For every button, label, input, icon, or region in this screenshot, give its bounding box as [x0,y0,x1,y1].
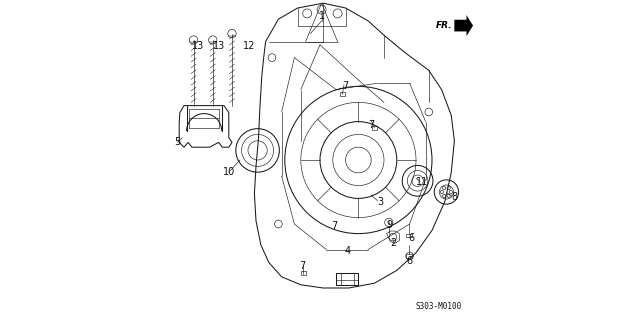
Text: 6: 6 [406,256,413,266]
Text: 8: 8 [451,192,458,202]
Text: 7: 7 [368,120,374,130]
Text: 6: 6 [408,233,414,244]
Text: 4: 4 [344,246,350,256]
Text: 7: 7 [300,260,305,271]
Bar [406,254,412,258]
Text: 7: 7 [342,81,349,92]
Text: 12: 12 [243,41,256,52]
Text: S303-M0100: S303-M0100 [415,302,461,311]
Text: 11: 11 [416,177,429,188]
Text: 13: 13 [213,41,225,52]
Bar [336,273,358,285]
Bar [301,271,306,275]
Text: 13: 13 [192,41,205,52]
Text: 10: 10 [223,167,235,177]
Bar [372,126,377,130]
Bar [340,92,345,96]
Text: FR.: FR. [435,21,452,30]
Text: 2: 2 [390,238,397,248]
Text: 5: 5 [175,137,180,148]
Text: 1: 1 [319,11,324,21]
Text: 3: 3 [378,196,384,207]
Text: 7: 7 [332,220,337,231]
Text: 9: 9 [387,220,393,230]
Polygon shape [454,15,473,36]
Bar [406,234,412,237]
